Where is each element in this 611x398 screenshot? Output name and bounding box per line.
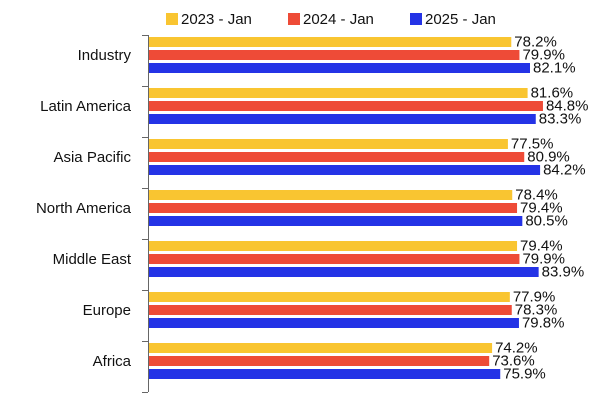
value-label-europe-2024-jan: 78.3%: [515, 302, 558, 319]
legend-label-2024-jan: 2024 - Jan: [303, 11, 374, 28]
y-axis: [142, 35, 149, 393]
value-label-middle-east-2025-jan: 83.9%: [542, 264, 585, 281]
value-label-latin-america-2024-jan: 84.8%: [546, 98, 589, 115]
value-label-africa-2025-jan: 75.9%: [503, 366, 546, 383]
value-label-asia-pacific-2025-jan: 84.2%: [543, 162, 586, 179]
bar-middle-east-2025-jan: [149, 267, 539, 277]
bar-africa-2024-jan: [149, 356, 490, 366]
value-label-north-america-2025-jan: 80.5%: [525, 213, 568, 230]
value-label-africa-2023-jan: 74.2%: [495, 340, 538, 357]
bar-north-america-2023-jan: [149, 190, 513, 200]
bar-middle-east-2023-jan: [149, 241, 518, 251]
bar-europe-2023-jan: [149, 292, 510, 302]
category-label-europe: Europe: [83, 302, 131, 319]
value-label-europe-2023-jan: 77.9%: [513, 289, 556, 306]
bar-europe-2024-jan: [149, 305, 512, 315]
value-label-industry-2025-jan: 82.1%: [533, 60, 576, 77]
bar-asia-pacific-2024-jan: [149, 152, 525, 162]
bar-africa-2025-jan: [149, 369, 501, 379]
value-label-north-america-2023-jan: 78.4%: [515, 187, 558, 204]
bar-europe-2025-jan: [149, 318, 519, 328]
value-label-north-america-2024-jan: 79.4%: [520, 200, 563, 217]
bar-industry-2023-jan: [149, 37, 512, 47]
category-label-industry: Industry: [78, 47, 132, 64]
legend-label-2025-jan: 2025 - Jan: [425, 11, 496, 28]
category-label-asia-pacific: Asia Pacific: [53, 149, 131, 166]
value-label-africa-2024-jan: 73.6%: [492, 353, 535, 370]
category-labels: Industry Latin America Asia Pacific North A…: [36, 47, 132, 370]
bar-industry-2024-jan: [149, 50, 520, 60]
value-label-europe-2025-jan: 79.8%: [522, 315, 565, 332]
bar-industry-2025-jan: [149, 63, 530, 73]
value-label-middle-east-2024-jan: 79.9%: [522, 251, 565, 268]
category-label-latin-america: Latin America: [40, 98, 132, 115]
category-label-north-america: North America: [36, 200, 132, 217]
legend: 2023 - Jan 2024 - Jan 2025 - Jan: [166, 11, 496, 28]
legend-swatch-2023-jan: [166, 13, 178, 25]
category-label-middle-east: Middle East: [53, 251, 132, 268]
legend-swatch-2024-jan: [288, 13, 300, 25]
bar-asia-pacific-2023-jan: [149, 139, 508, 149]
value-label-asia-pacific-2024-jan: 80.9%: [527, 149, 570, 166]
legend-item-2024-jan: 2024 - Jan: [288, 11, 374, 28]
value-label-latin-america-2025-jan: 83.3%: [539, 111, 582, 128]
bar-latin-america-2024-jan: [149, 101, 543, 111]
bar-asia-pacific-2025-jan: [149, 165, 541, 175]
legend-label-2023-jan: 2023 - Jan: [181, 11, 252, 28]
value-label-industry-2023-jan: 78.2%: [514, 34, 557, 51]
chart-bars: 78.2%79.9%82.1%81.6%84.8%83.3%77.5%80.9%…: [149, 34, 589, 383]
legend-swatch-2025-jan: [410, 13, 422, 25]
value-label-industry-2024-jan: 79.9%: [522, 47, 565, 64]
value-label-latin-america-2023-jan: 81.6%: [531, 85, 574, 102]
category-label-africa: Africa: [93, 353, 132, 370]
bar-middle-east-2024-jan: [149, 254, 520, 264]
bar-latin-america-2023-jan: [149, 88, 528, 98]
bar-north-america-2025-jan: [149, 216, 523, 226]
bar-north-america-2024-jan: [149, 203, 518, 213]
bar-africa-2023-jan: [149, 343, 493, 353]
value-label-asia-pacific-2023-jan: 77.5%: [511, 136, 554, 153]
legend-item-2025-jan: 2025 - Jan: [410, 11, 496, 28]
value-label-middle-east-2023-jan: 79.4%: [520, 238, 563, 255]
legend-item-2023-jan: 2023 - Jan: [166, 11, 252, 28]
bar-latin-america-2025-jan: [149, 114, 536, 124]
